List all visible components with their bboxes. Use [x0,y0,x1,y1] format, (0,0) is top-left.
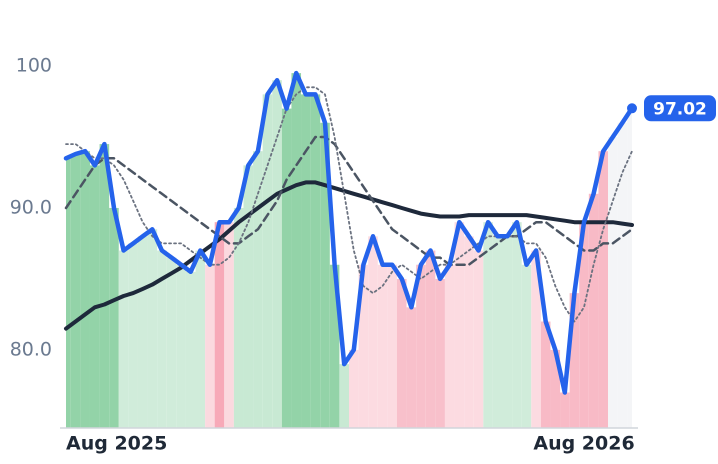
regime-fill [137,236,148,428]
regime-fill [396,278,407,428]
regime-fill [70,154,81,428]
regime-fill [147,229,158,428]
regime-fill [531,250,541,428]
regime-fill [233,207,244,428]
regime-fill [435,278,445,428]
regime-fill [502,236,513,428]
regime-fill [339,364,349,428]
regime-fill [512,222,522,428]
regime-fill [80,151,90,429]
regime-fill [320,122,330,428]
regime-fill [310,94,321,429]
regime-fill [598,151,609,429]
last-value-badge [644,95,716,122]
regime-fill [66,158,71,428]
regime-fill [483,222,493,428]
regime-fill [214,222,225,428]
regime-fill [540,321,551,428]
regime-fill [128,243,138,428]
regime-fill [387,264,397,428]
regime-fill [99,144,110,428]
regime-fill [550,349,561,428]
last-point [627,103,637,114]
regime-fill [464,236,474,428]
regime-fill [473,250,484,428]
x-tick-label: Aug 2025 [66,433,167,455]
regime-fill [425,250,436,428]
regime-fill [176,264,186,428]
last-value-label: 97.02 [653,99,707,119]
regime-fill [349,349,359,428]
regime-fill [89,165,100,428]
regime-fill [224,222,234,428]
regime-fill [617,122,628,428]
regime-fill [272,80,282,429]
regime-fill [195,250,206,428]
regime-fill [243,165,254,428]
regime-fill [281,108,292,428]
regime-fill [205,264,215,428]
series-line [64,180,634,331]
regime-fill [406,307,417,428]
regime-fill [588,193,599,428]
x-tick-label: Aug 2026 [533,433,634,455]
y-tick-label: 100 [16,54,52,76]
regime-fill [569,293,580,428]
y-tick-label: 90.0 [10,196,52,218]
regime-fill [166,257,177,428]
regime-fill [454,222,465,428]
regime-fill [253,151,263,429]
regime-fill [579,222,589,428]
regime-fill [118,250,129,428]
y-tick-label: 80.0 [10,338,52,360]
regime-fill [329,264,340,428]
regime-fill [608,136,618,428]
regime-fill [109,207,119,428]
regime-fill [262,94,273,429]
regime-fill [185,271,196,428]
series-line [64,135,634,266]
regime-fill [521,264,532,428]
regime-fill [291,73,302,428]
regime-fill [416,264,426,428]
regime-fill [358,264,369,428]
regime-fill [301,94,311,429]
regime-fill [368,236,378,428]
series-line [63,70,635,395]
regime-fill [157,250,167,428]
regime-fill [444,264,455,428]
regime-fill [627,108,632,429]
regime-fill [377,264,388,428]
regime-fill [560,392,570,428]
regime-fill [492,236,503,428]
